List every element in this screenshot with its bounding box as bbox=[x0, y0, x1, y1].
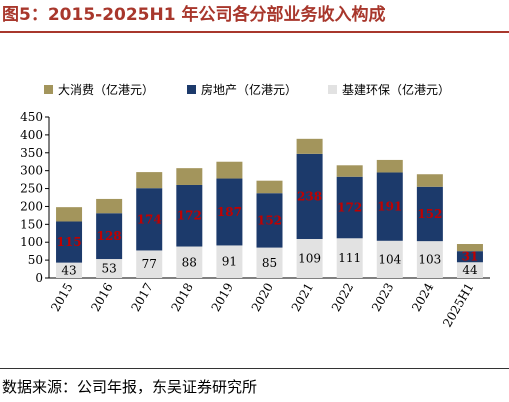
y-tick-label: 100 bbox=[20, 235, 43, 249]
bar-infra-2017 bbox=[136, 250, 163, 278]
bar-realestate-2018 bbox=[176, 184, 203, 247]
data-label-infra-2025H1: 44 bbox=[462, 263, 478, 277]
data-label-realestate-2025H1: 31 bbox=[462, 250, 479, 264]
legend-item-realestate: 房地产（亿港元） bbox=[187, 80, 297, 98]
bar-infra-2020 bbox=[256, 247, 283, 278]
bar-consumer-2018 bbox=[176, 168, 203, 185]
data-label-realestate-2023: 191 bbox=[377, 200, 402, 214]
legend-label-consumer: 大消费（亿港元） bbox=[58, 82, 155, 97]
x-tick-label-2015: 2015 bbox=[48, 281, 75, 314]
bar-infra-2025H1 bbox=[456, 262, 483, 278]
bar-consumer-2021 bbox=[296, 138, 323, 154]
y-tick-label: 0 bbox=[35, 271, 43, 285]
bar-infra-2021 bbox=[296, 239, 323, 278]
figure-title: 图5：2015-2025H1 年公司各分部业务收入构成 bbox=[2, 5, 386, 25]
data-label-realestate-2017: 174 bbox=[137, 212, 162, 226]
data-label-infra-2018: 88 bbox=[182, 255, 197, 269]
bar-realestate-2019 bbox=[216, 178, 243, 246]
x-tick-label-2018: 2018 bbox=[169, 281, 196, 314]
legend-swatch-infra bbox=[328, 84, 337, 94]
x-tick-label-2025H1: 2025H1 bbox=[440, 281, 476, 330]
bar-consumer-2017 bbox=[136, 172, 163, 189]
y-tick-label: 250 bbox=[20, 182, 43, 196]
bar-consumer-2015 bbox=[56, 207, 83, 222]
legend-swatch-realestate bbox=[187, 84, 196, 94]
data-label-infra-2024: 103 bbox=[418, 253, 441, 267]
data-label-realestate-2018: 172 bbox=[177, 209, 202, 223]
legend-label-realestate: 房地产（亿港元） bbox=[201, 82, 298, 97]
data-label-infra-2019: 91 bbox=[222, 255, 237, 269]
bar-infra-2016 bbox=[96, 259, 123, 278]
bar-infra-2018 bbox=[176, 246, 203, 278]
bar-realestate-2017 bbox=[136, 188, 163, 251]
data-label-infra-2015: 43 bbox=[61, 263, 76, 277]
data-label-realestate-2024: 152 bbox=[417, 207, 442, 221]
bar-realestate-2015 bbox=[56, 221, 83, 263]
legend-item-consumer: 大消费（亿港元） bbox=[44, 80, 154, 98]
bar-infra-2019 bbox=[216, 245, 243, 278]
data-label-infra-2023: 104 bbox=[378, 252, 401, 266]
data-label-realestate-2020: 152 bbox=[257, 213, 282, 227]
data-label-realestate-2019: 187 bbox=[217, 205, 242, 219]
bar-infra-2015 bbox=[56, 262, 83, 278]
bar-realestate-2022 bbox=[336, 176, 363, 239]
data-label-infra-2017: 77 bbox=[142, 257, 157, 271]
bar-infra-2024 bbox=[416, 241, 443, 278]
bar-consumer-2020 bbox=[256, 180, 283, 194]
data-label-infra-2022: 111 bbox=[338, 251, 361, 265]
y-tick-label: 350 bbox=[20, 146, 43, 160]
data-label-realestate-2016: 128 bbox=[97, 229, 122, 243]
y-tick-label: 50 bbox=[28, 253, 43, 267]
x-tick-label-2022: 2022 bbox=[329, 281, 356, 314]
bar-consumer-2022 bbox=[336, 165, 363, 177]
legend-swatch-consumer bbox=[44, 84, 53, 94]
data-label-infra-2020: 85 bbox=[262, 256, 277, 270]
y-tick-label: 400 bbox=[20, 128, 43, 142]
x-tick-label-2017: 2017 bbox=[128, 281, 155, 314]
bar-realestate-2025H1 bbox=[456, 251, 483, 263]
bar-realestate-2023 bbox=[376, 172, 403, 241]
y-tick-label: 150 bbox=[20, 217, 43, 231]
y-tick-label: 300 bbox=[20, 164, 43, 178]
bar-realestate-2024 bbox=[416, 186, 443, 242]
data-label-infra-2021: 109 bbox=[298, 252, 321, 266]
data-label-infra-2016: 53 bbox=[101, 262, 116, 276]
bar-consumer-2016 bbox=[96, 198, 123, 214]
chart-legend: 大消费（亿港元） 房地产（亿港元） 基建环保（亿港元） bbox=[0, 80, 509, 98]
x-tick-label-2024: 2024 bbox=[409, 280, 437, 314]
y-tick-label: 450 bbox=[20, 110, 43, 124]
legend-item-infra: 基建环保（亿港元） bbox=[328, 80, 450, 98]
source-rule bbox=[0, 368, 509, 369]
bar-consumer-2024 bbox=[416, 174, 443, 187]
data-label-realestate-2022: 172 bbox=[337, 201, 362, 215]
bar-realestate-2016 bbox=[96, 213, 123, 260]
title-rule bbox=[0, 31, 509, 33]
bar-infra-2022 bbox=[336, 238, 363, 278]
x-tick-label-2021: 2021 bbox=[289, 281, 316, 314]
x-tick-label-2023: 2023 bbox=[369, 281, 396, 314]
data-label-realestate-2021: 238 bbox=[297, 189, 322, 203]
bar-consumer-2019 bbox=[216, 161, 243, 179]
legend-label-infra: 基建环保（亿港元） bbox=[342, 82, 451, 97]
y-tick-label: 200 bbox=[20, 199, 43, 213]
source-note: 数据来源：公司年报，东吴证券研究所 bbox=[2, 378, 258, 396]
bar-consumer-2023 bbox=[376, 159, 403, 173]
x-tick-label-2020: 2020 bbox=[249, 281, 276, 314]
x-tick-label-2019: 2019 bbox=[209, 281, 236, 314]
x-tick-label-2016: 2016 bbox=[88, 281, 115, 314]
bar-realestate-2020 bbox=[256, 193, 283, 248]
bar-infra-2023 bbox=[376, 240, 403, 278]
stacked-bar-chart: 0 50 100 150 200 250 300 350 400 450 43 115 2015 53 12… bbox=[20, 110, 490, 330]
data-label-realestate-2015: 115 bbox=[57, 235, 82, 249]
bar-consumer-2025H1 bbox=[456, 244, 483, 252]
bar-realestate-2021 bbox=[296, 153, 323, 240]
